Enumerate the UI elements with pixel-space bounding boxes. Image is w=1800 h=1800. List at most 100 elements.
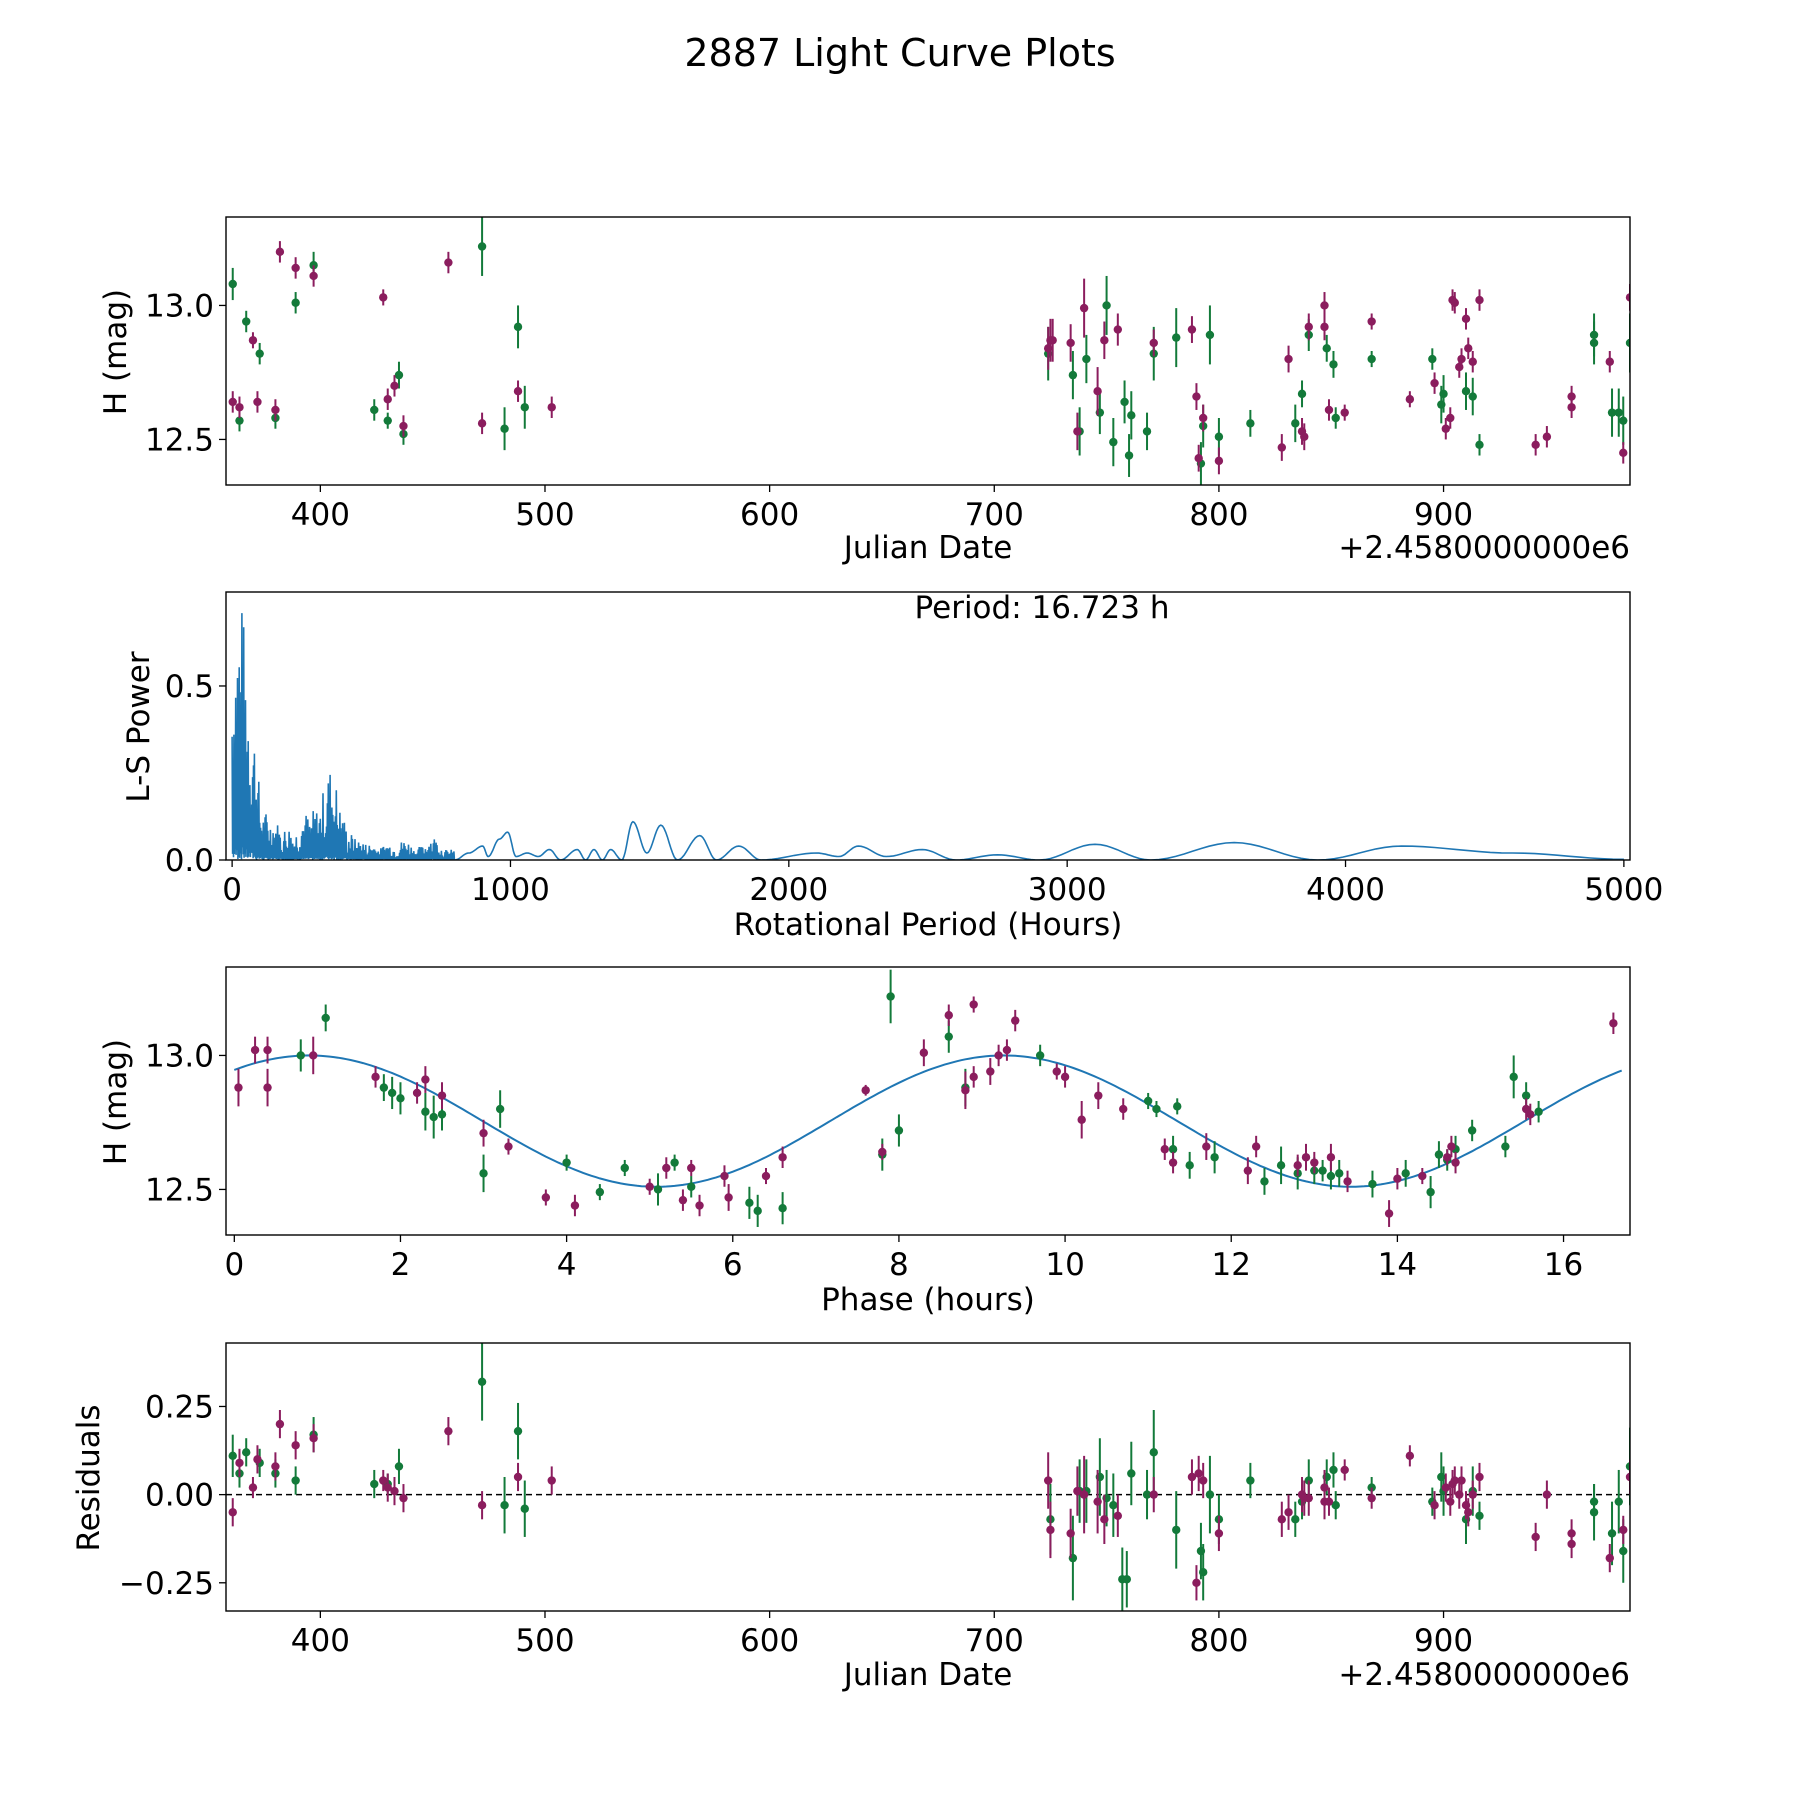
phased-point-green (421, 1107, 430, 1116)
residuals-point-green (1614, 1497, 1623, 1506)
phased-xtick-label: 8 (889, 1247, 909, 1283)
phased-point-purple (504, 1142, 513, 1151)
phased-point-green (1143, 1096, 1153, 1106)
residuals-point-purple (1405, 1451, 1415, 1461)
residuals-point-purple (1149, 1490, 1158, 1499)
lightcurve-point-purple (1340, 408, 1349, 417)
lightcurve-xtick-label: 500 (515, 497, 574, 533)
phased-point-purple (994, 1051, 1003, 1060)
periodogram-frame (225, 591, 1631, 861)
lightcurve-point-green (242, 317, 251, 326)
phased-point-green (296, 1051, 305, 1060)
phased-point-purple (1119, 1104, 1128, 1114)
residuals-point-green (1607, 1529, 1617, 1538)
phased-point-purple (1160, 1145, 1169, 1154)
lightcurve-point-green (291, 298, 300, 307)
lightcurve-point-green (1607, 408, 1617, 417)
phased-point-purple (778, 1153, 787, 1162)
lightcurve-point-green (394, 370, 404, 380)
residuals-point-purple (1284, 1508, 1293, 1517)
lightcurve-point-purple (513, 387, 523, 396)
lightcurve-point-green (1109, 437, 1118, 447)
phased-xtick-label: 2 (391, 1247, 411, 1283)
residuals-point-purple (1441, 1483, 1450, 1492)
lightcurve-xtick-label: 700 (965, 497, 1024, 533)
periodogram-line (231, 613, 1624, 860)
phased-point-green (1434, 1150, 1444, 1159)
residuals-point-purple (1324, 1497, 1334, 1506)
phased-point-green (944, 1032, 953, 1041)
phased-point-green (595, 1187, 605, 1197)
phased-point-purple (1447, 1142, 1456, 1151)
lightcurve-point-green (520, 403, 529, 412)
residuals-point-green (513, 1426, 523, 1436)
phased-point-green (1368, 1179, 1377, 1189)
lightcurve-point-green (1439, 389, 1448, 399)
phased-point-purple (1343, 1177, 1352, 1186)
phased-point-purple (263, 1083, 272, 1092)
residuals-point-green (1619, 1546, 1628, 1556)
residuals-point-purple (1619, 1525, 1628, 1535)
periodogram-xlabel: Rotational Period (Hours) (734, 907, 1123, 943)
lightcurve-point-purple (547, 403, 556, 412)
panel-residuals: Residuals Julian Date +2.4580000000e6 (71, 1404, 1630, 1693)
phased-point-purple (969, 1072, 978, 1082)
phased-point-green (687, 1182, 696, 1191)
phased-point-green (1501, 1142, 1510, 1151)
residuals-point-green (1589, 1508, 1599, 1517)
residuals-point-purple (1464, 1508, 1473, 1517)
phased-point-purple (1243, 1166, 1253, 1175)
residuals-point-green (1331, 1501, 1340, 1510)
phased-point-purple (878, 1147, 887, 1157)
residuals-point-purple (390, 1486, 399, 1496)
residuals-point-purple (1457, 1476, 1466, 1485)
residuals-point-purple (1340, 1465, 1349, 1475)
phased-point-purple (1293, 1161, 1302, 1170)
lightcurve-point-green (1367, 354, 1376, 364)
periodogram-ytick-label: 0.0 (165, 843, 214, 879)
lightcurve-point-purple (1461, 314, 1471, 324)
phased-point-purple (961, 1086, 970, 1095)
phased-xtick-label: 12 (1212, 1247, 1251, 1283)
residuals-point-green (1198, 1568, 1208, 1577)
phased-point-green (379, 1083, 389, 1092)
residuals-point-green (242, 1448, 251, 1457)
phased-point-purple (944, 1011, 953, 1020)
phased-point-purple (1168, 1158, 1178, 1167)
lightcurve-frame (225, 216, 1631, 486)
residuals-point-purple (513, 1472, 523, 1482)
phased-point-green (894, 1126, 904, 1135)
residuals-ytick-label: −0.25 (119, 1566, 214, 1602)
phased-xtick-label: 0 (224, 1247, 244, 1283)
phased-point-purple (250, 1045, 260, 1055)
phased-point-purple (1521, 1104, 1531, 1114)
lightcurve-ytick-label: 13.0 (145, 288, 214, 324)
phased-xtick-label: 4 (557, 1247, 577, 1283)
phased-point-purple (1060, 1072, 1070, 1082)
lightcurve-point-green (255, 349, 264, 358)
phased-point-purple (720, 1171, 729, 1181)
residuals-point-green (1122, 1575, 1132, 1584)
lightcurve-point-green (1329, 360, 1338, 369)
phased-point-purple (437, 1091, 447, 1100)
lightcurve-point-purple (291, 263, 300, 273)
phased-point-green (778, 1204, 787, 1213)
phased-point-purple (1002, 1045, 1012, 1055)
residuals-point-purple (1093, 1497, 1102, 1506)
periodogram-xtick-label: 4000 (1306, 872, 1385, 908)
phased-ylabel: H (mag) (98, 1039, 134, 1165)
lightcurve-point-purple (1324, 405, 1334, 415)
residuals-point-purple (1277, 1515, 1287, 1524)
lightcurve-point-purple (1187, 325, 1197, 334)
phased-point-purple (1393, 1174, 1402, 1183)
phased-point-green (495, 1104, 505, 1114)
lightcurve-point-purple (399, 421, 408, 431)
lightcurve-point-purple (309, 271, 318, 281)
residuals-point-green (1475, 1511, 1484, 1520)
periodogram-ytick-label: 0.5 (165, 669, 214, 705)
lightcurve-point-purple (1430, 378, 1439, 388)
panel-lightcurve: H (mag) Julian Date +2.4580000000e6 (98, 289, 1630, 566)
phased-point-green (387, 1088, 397, 1098)
periodogram-xtick-label: 1000 (471, 872, 550, 908)
